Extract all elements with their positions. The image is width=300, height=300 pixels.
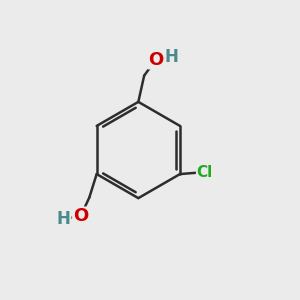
Text: H: H <box>57 210 70 228</box>
Text: H: H <box>165 48 179 66</box>
Text: O: O <box>148 51 164 69</box>
Text: O: O <box>73 207 88 225</box>
Text: Cl: Cl <box>197 165 213 180</box>
